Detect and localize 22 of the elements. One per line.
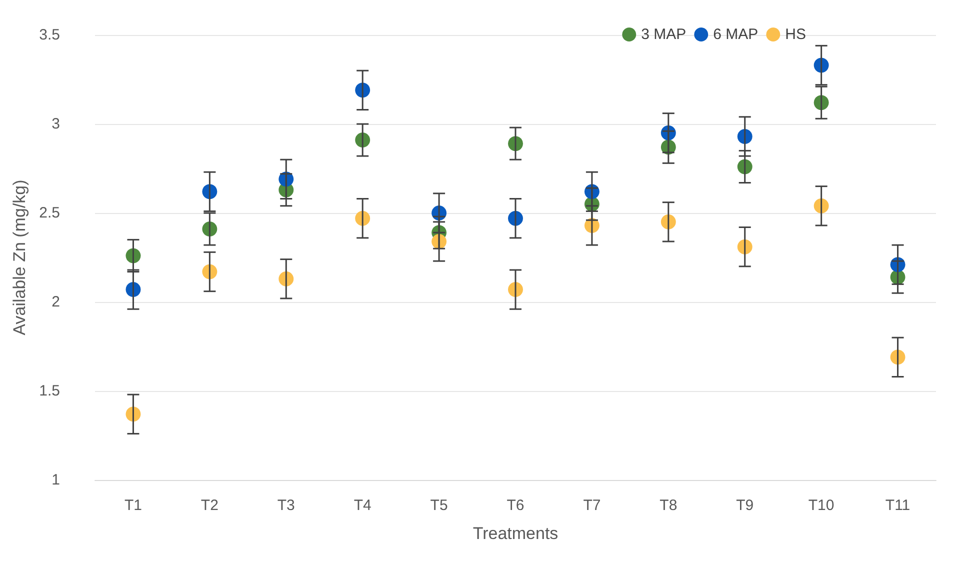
y-tick-label: 1 (52, 472, 60, 488)
y-axis-title: Available Zn (mg/kg) (10, 180, 30, 336)
legend-label: 6 MAP (713, 26, 758, 43)
x-tick-label: T2 (200, 497, 218, 514)
y-tick-label: 3.5 (39, 26, 60, 44)
y-tick-label: 2.5 (39, 204, 60, 222)
legend-label: 3 MAP (641, 26, 686, 43)
x-tick-label: T5 (430, 497, 448, 514)
x-tick-label: T1 (124, 497, 142, 514)
y-tick-label: 1.5 (39, 382, 60, 400)
x-tick-label: T8 (660, 497, 678, 514)
x-tick-label: T11 (885, 497, 910, 514)
y-tick-label: 2 (52, 294, 60, 310)
legend-label: HS (785, 26, 806, 43)
x-tick-label: T3 (277, 497, 295, 514)
y-tick-label: 3 (52, 116, 60, 132)
x-tick-label: T10 (808, 497, 834, 514)
x-tick-label: T9 (736, 497, 754, 514)
x-tick-label: T4 (354, 497, 372, 514)
x-axis-title: Treatments (472, 524, 558, 543)
x-tick-label: T7 (583, 497, 601, 514)
x-tick-label: T6 (506, 497, 524, 514)
